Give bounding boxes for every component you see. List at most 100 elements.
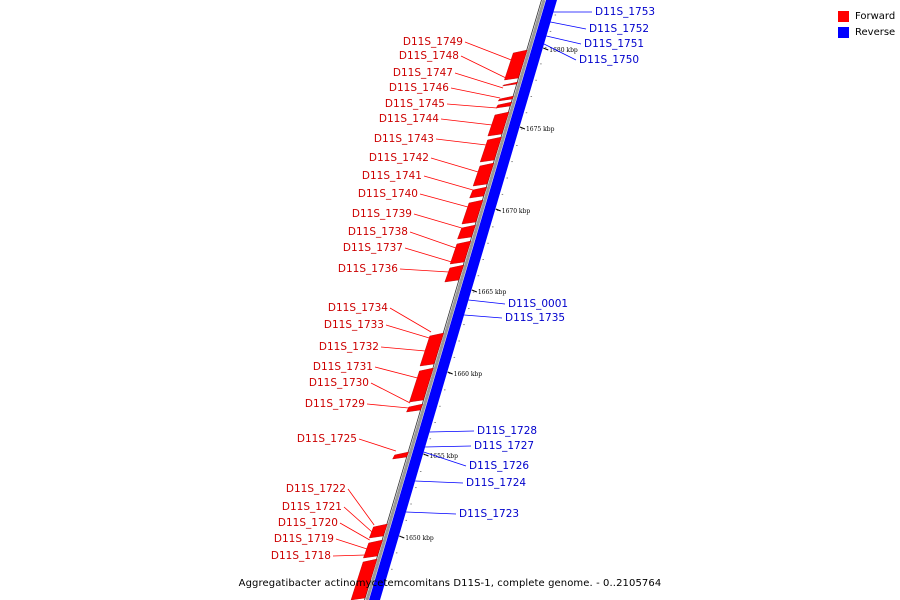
forward-gene-label: D11S_1745 bbox=[385, 98, 445, 110]
reverse-gene-label: D11S_1724 bbox=[466, 477, 526, 489]
forward-leader-line bbox=[413, 213, 462, 229]
forward-gene-label: D11S_1738 bbox=[348, 226, 408, 238]
reverse-strand-band bbox=[369, 0, 557, 600]
forward-leader-line bbox=[380, 346, 426, 352]
ruler-label: 1665 kbp bbox=[478, 289, 507, 296]
forward-gene-label: D11S_1720 bbox=[278, 517, 338, 529]
ruler-label: 1655 kbp bbox=[429, 453, 458, 460]
forward-gene-label: D11S_1749 bbox=[403, 36, 463, 48]
reverse-leader-line bbox=[543, 43, 577, 61]
forward-leader-line bbox=[430, 157, 479, 173]
reverse-gene-label: D11S_1752 bbox=[589, 23, 649, 35]
forward-gene-label: D11S_1731 bbox=[313, 361, 373, 373]
reverse-leader-line bbox=[546, 35, 582, 45]
forward-gene-label: D11S_1732 bbox=[319, 341, 379, 353]
forward-gene-label: D11S_1725 bbox=[297, 433, 357, 445]
reverse-leader-line bbox=[550, 21, 587, 30]
forward-gene-label: D11S_1719 bbox=[274, 533, 334, 545]
forward-leader-line bbox=[454, 72, 504, 89]
forward-gene-label: D11S_1733 bbox=[324, 319, 384, 331]
reverse-leader-line bbox=[425, 445, 472, 448]
forward-leader-line bbox=[385, 324, 430, 339]
reverse-leader-line bbox=[423, 451, 467, 467]
backbone-layer bbox=[364, 0, 557, 600]
ruler-tick bbox=[495, 208, 501, 212]
ruler-layer: 1680 kbp 1675 kbp 1670 kbp 1665 kbp 1660 kbp… bbox=[386, 14, 578, 586]
forward-gene-label: D11S_1730 bbox=[309, 377, 369, 389]
forward-gene-block bbox=[501, 81, 519, 87]
forward-leader-line bbox=[404, 247, 452, 263]
forward-gene-label: D11S_1739 bbox=[352, 208, 412, 220]
reverse-leader-line bbox=[405, 511, 457, 515]
forward-leader-line bbox=[419, 193, 469, 208]
reverse-leader-line bbox=[468, 299, 506, 305]
forward-leader-line bbox=[464, 41, 512, 61]
reverse-gene-label: D11S_0001 bbox=[508, 298, 568, 310]
reverse-gene-label: D11S_1728 bbox=[477, 425, 537, 437]
forward-gene-label: D11S_1737 bbox=[343, 242, 403, 254]
forward-gene-label: D11S_1741 bbox=[362, 170, 422, 182]
forward-gene-block bbox=[409, 367, 434, 403]
reverse-features: D11S_1753 D11S_1752 D11S_1751 D11S_1750 D11S… bbox=[405, 6, 655, 520]
ruler-tick bbox=[519, 126, 526, 130]
forward-leader-line bbox=[440, 118, 493, 126]
forward-leader-line bbox=[409, 231, 456, 249]
forward-gene-block bbox=[472, 162, 495, 187]
forward-leader-line bbox=[332, 554, 366, 557]
forward-gene-label: D11S_1746 bbox=[389, 82, 449, 94]
forward-gene-block bbox=[350, 558, 378, 600]
reverse-gene-label: D11S_1727 bbox=[474, 440, 534, 452]
forward-gene-label: D11S_1722 bbox=[286, 483, 346, 495]
reverse-gene-label: D11S_1735 bbox=[505, 312, 565, 324]
legend: Forward Reverse bbox=[838, 8, 895, 40]
forward-gene-block bbox=[392, 451, 409, 460]
reverse-gene-label: D11S_1753 bbox=[595, 6, 655, 18]
reverse-gene-label: D11S_1750 bbox=[579, 54, 639, 66]
ruler-label: 1675 kbp bbox=[526, 126, 555, 133]
forward-leader-line bbox=[343, 506, 373, 533]
forward-gene-block bbox=[497, 95, 515, 102]
forward-gene-block bbox=[469, 186, 488, 199]
legend-item-forward: Forward bbox=[838, 8, 895, 24]
backbone-line bbox=[365, 0, 546, 600]
legend-label-reverse: Reverse bbox=[855, 26, 896, 38]
forward-leader-line bbox=[347, 488, 375, 526]
ruler-tick bbox=[471, 289, 478, 293]
forward-gene-block bbox=[479, 136, 502, 163]
forward-gene-block bbox=[461, 199, 484, 225]
reverse-leader-line bbox=[464, 314, 503, 319]
forward-gene-block bbox=[363, 539, 383, 559]
reverse-gene-label: D11S_1726 bbox=[469, 460, 529, 472]
forward-leader-line bbox=[389, 307, 432, 333]
forward-features: D11S_1749 D11S_1748 D11S_1747 D11S_1746 D11S… bbox=[271, 36, 528, 600]
ruler-label: 1670 kbp bbox=[502, 208, 531, 215]
forward-leader-line bbox=[335, 538, 368, 550]
reverse-gene-label: D11S_1751 bbox=[584, 38, 644, 50]
forward-leader-line bbox=[435, 138, 487, 146]
ruler-label: 1680 kbp bbox=[549, 47, 578, 54]
forward-gene-label: D11S_1718 bbox=[271, 550, 331, 562]
forward-leader-line bbox=[374, 366, 418, 379]
forward-gene-label: D11S_1721 bbox=[282, 501, 342, 513]
forward-leader-line bbox=[399, 268, 449, 273]
forward-leader-line bbox=[446, 103, 498, 109]
map-caption: Aggregatibacter actinomycetemcomitans D1… bbox=[238, 578, 662, 589]
forward-gene-block bbox=[457, 224, 476, 240]
forward-leader-line bbox=[460, 55, 507, 79]
ruler-tick bbox=[447, 371, 453, 375]
ruler-tick bbox=[543, 47, 549, 51]
backbone-edge bbox=[364, 0, 542, 600]
forward-gene-block bbox=[449, 240, 472, 265]
ruler-label: 1650 kbp bbox=[405, 535, 434, 542]
forward-leader-line bbox=[370, 382, 411, 404]
forward-gene-label: D11S_1729 bbox=[305, 398, 365, 410]
forward-gene-label: D11S_1736 bbox=[338, 263, 398, 275]
forward-leader-line bbox=[423, 175, 474, 191]
forward-gene-block bbox=[406, 403, 424, 413]
forward-gene-label: D11S_1742 bbox=[369, 152, 429, 164]
forward-gene-block bbox=[487, 111, 510, 137]
forward-gene-label: D11S_1743 bbox=[374, 133, 434, 145]
forward-gene-block bbox=[444, 264, 465, 283]
reverse-gene-label: D11S_1723 bbox=[459, 508, 519, 520]
forward-leader-line bbox=[339, 522, 370, 541]
